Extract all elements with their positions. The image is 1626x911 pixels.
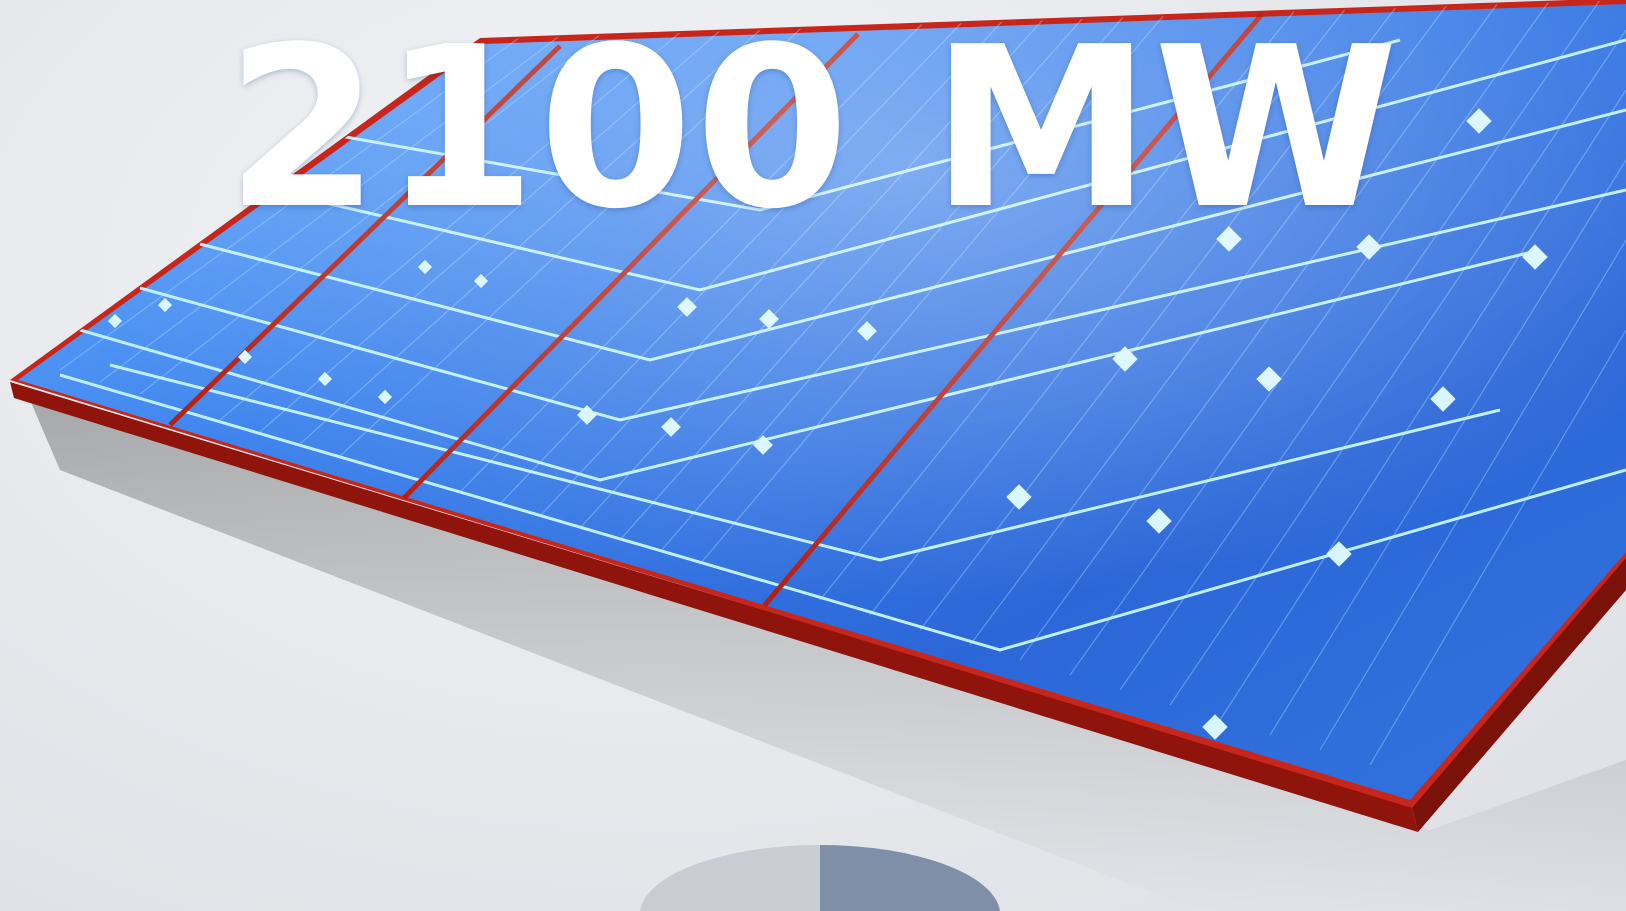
panel-shadow [30, 400, 1626, 911]
panel-grid [18, 0, 1626, 800]
disc-shape [640, 844, 1000, 911]
panel-frame-side [1412, 555, 1626, 832]
panel-frame-bottom [10, 382, 1418, 832]
headline-capacity: 2100 MW [225, 0, 1401, 258]
